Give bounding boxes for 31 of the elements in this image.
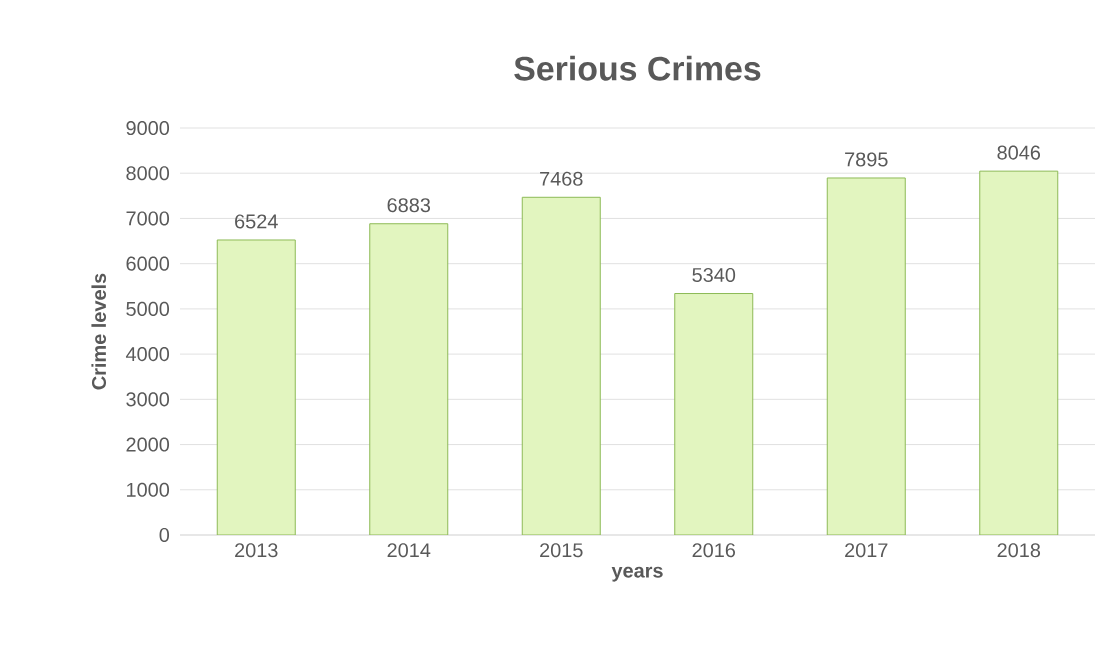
bar: [521, 196, 601, 535]
data-label: 5340: [692, 267, 736, 283]
y-tick-label: 3000: [126, 392, 170, 407]
data-label: 6524: [235, 214, 278, 229]
bar: [826, 177, 906, 535]
chart-title: Serious Crimes: [514, 55, 761, 81]
x-axis-title: years: [611, 566, 663, 582]
y-tick-label: 1000: [127, 482, 170, 497]
bar: [979, 170, 1059, 535]
y-tick-label: 7000: [126, 211, 170, 226]
y-tick-label: 5000: [126, 301, 170, 316]
y-tick-label: 2000: [126, 437, 170, 452]
data-label: 6883: [387, 198, 431, 213]
x-tick-label: 2017: [845, 543, 888, 558]
data-label: 8046: [997, 145, 1041, 160]
data-label: 7895: [845, 152, 888, 167]
bar: [369, 223, 449, 535]
x-tick-label: 2018: [997, 543, 1041, 558]
y-tick-label: 9000: [126, 120, 170, 136]
y-tick-label: 0: [159, 527, 170, 543]
x-tick-label: 2014: [387, 543, 431, 558]
data-label: 7468: [540, 171, 583, 186]
x-tick-label: 2013: [235, 543, 278, 558]
x-tick-label: 2015: [540, 543, 583, 558]
y-tick-label: 6000: [126, 256, 170, 271]
y-axis-title: Crime levels: [91, 273, 107, 390]
bar: [216, 239, 296, 535]
bar: [674, 293, 754, 535]
y-tick-label: 4000: [125, 347, 170, 362]
x-tick-label: 2016: [692, 543, 736, 558]
y-tick-label: 8000: [126, 166, 170, 181]
